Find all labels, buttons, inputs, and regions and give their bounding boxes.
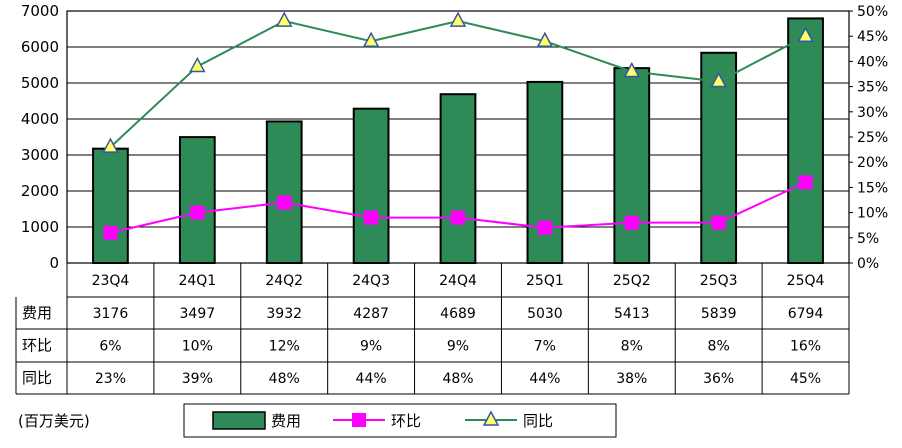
bar-23Q4 [92, 147, 129, 264]
table-cell: 36% [703, 371, 734, 387]
category-label: 25Q1 [526, 273, 564, 289]
legend-label-expenses: 费用 [271, 412, 301, 430]
yoy-point-24Q1 [189, 56, 206, 73]
yoy-point-25Q3 [710, 71, 727, 88]
bar-24Q2 [265, 120, 303, 264]
data-table: 23Q4 24Q1 24Q2 24Q3 24Q4 25Q1 25Q2 25Q3 25Q4 费用 31… [15, 263, 850, 395]
table-cell: 4689 [440, 306, 476, 322]
table-cell: 5413 [614, 306, 650, 322]
bar-24Q3 [352, 107, 390, 264]
category-label: 25Q3 [700, 273, 738, 289]
legend-yoy-marker [482, 410, 500, 426]
legend-label-yoy: 同比 [523, 412, 553, 430]
y-right-tick-label: 10% [857, 206, 888, 222]
table-cell: 39% [182, 371, 213, 387]
legend: 费用 环比 同比 [183, 403, 617, 438]
legend-bar-swatch [212, 411, 266, 430]
y-left-tick-label: 4000 [21, 110, 59, 128]
yoy-point-24Q4 [449, 11, 467, 27]
y-left-tick-label: 2000 [21, 182, 59, 200]
table-cell: 5839 [701, 306, 737, 322]
table-cell: 8% [708, 339, 730, 355]
category-label: 24Q1 [178, 273, 216, 289]
table-cell: 9% [360, 339, 382, 355]
table-cell: 23% [95, 371, 126, 387]
table-cell: 7% [534, 339, 556, 355]
axis-ticks: 0 1000 2000 3000 4000 5000 6000 7000 0% 5% 10% 15% 2… [21, 2, 888, 272]
table-cell: 5030 [527, 306, 563, 322]
table-cell: 38% [616, 371, 647, 387]
category-label: 24Q2 [265, 273, 303, 289]
y-left-tick-label: 1000 [21, 218, 59, 236]
table-cell: 48% [269, 371, 300, 387]
y-right-tick-label: 45% [857, 29, 888, 45]
table-row-header: 环比 [22, 337, 52, 355]
bar-24Q1 [178, 136, 216, 264]
y-right-tick-label: 0% [857, 256, 879, 272]
table-cell: 44% [529, 371, 560, 387]
yoy-point-23Q4 [102, 137, 119, 153]
table-cell: 6794 [788, 306, 824, 322]
table-cell: 9% [447, 339, 469, 355]
y-left-tick-label: 6000 [21, 38, 59, 56]
y-right-tick-label: 20% [857, 155, 888, 171]
yoy-point-24Q3 [362, 31, 380, 47]
table-cell: 3932 [266, 306, 302, 322]
y-right-tick-label: 50% [857, 4, 888, 20]
table-cell: 10% [182, 339, 213, 355]
line-series [102, 11, 814, 240]
qoq-point-24Q1 [190, 205, 205, 220]
yoy-point-25Q1 [536, 31, 554, 47]
y-left-tick-label: 0 [49, 254, 59, 272]
y-right-tick-label: 25% [857, 130, 888, 146]
y-left-tick-label: 5000 [21, 74, 59, 92]
qoq-point-25Q1 [537, 220, 552, 235]
bar-25Q2 [613, 67, 651, 264]
y-left-tick-label: 3000 [21, 146, 59, 164]
y-right-tick-label: 5% [857, 231, 879, 247]
category-label: 24Q4 [439, 273, 477, 289]
table-cell: 48% [442, 371, 473, 387]
y-left-tick-label: 7000 [21, 2, 59, 20]
qoq-point-23Q4 [103, 225, 118, 240]
yoy-point-24Q2 [275, 11, 293, 27]
table-cell: 45% [790, 371, 821, 387]
unit-label: (百万美元) [18, 412, 90, 430]
bar-25Q1 [526, 80, 564, 264]
qoq-point-24Q2 [277, 195, 292, 210]
table-cell: 44% [356, 371, 387, 387]
table-row-header: 同比 [22, 369, 52, 387]
legend-label-qoq: 环比 [391, 412, 421, 430]
table-cell: 16% [790, 339, 821, 355]
category-label: 25Q4 [787, 273, 825, 289]
yoy-point-25Q4 [797, 26, 814, 42]
qoq-point-24Q3 [364, 210, 379, 225]
table-row-header: 费用 [22, 304, 52, 322]
category-label: 25Q2 [613, 273, 651, 289]
y-right-tick-label: 35% [857, 80, 888, 96]
qoq-point-25Q2 [624, 215, 639, 230]
bar-24Q4 [439, 93, 477, 264]
table-cell: 4287 [353, 306, 389, 322]
table-cell: 3176 [93, 306, 129, 322]
category-label: 23Q4 [92, 273, 130, 289]
table-cell: 8% [621, 339, 643, 355]
qoq-point-24Q4 [451, 210, 465, 225]
axes [66, 10, 853, 264]
qoq-point-25Q3 [711, 215, 726, 230]
y-right-tick-label: 40% [857, 54, 888, 70]
category-label: 24Q3 [352, 273, 390, 289]
qoq-point-25Q4 [798, 175, 813, 190]
bar-25Q4 [787, 17, 824, 264]
table-cell: 12% [269, 339, 300, 355]
y-right-tick-label: 15% [857, 180, 888, 196]
plot-frame [66, 10, 850, 264]
table-cell: 6% [99, 339, 121, 355]
y-right-tick-label: 30% [857, 105, 888, 121]
legend-qoq-marker [352, 413, 366, 427]
table-cell: 3497 [180, 306, 216, 322]
yoy-point-25Q2 [623, 61, 641, 78]
